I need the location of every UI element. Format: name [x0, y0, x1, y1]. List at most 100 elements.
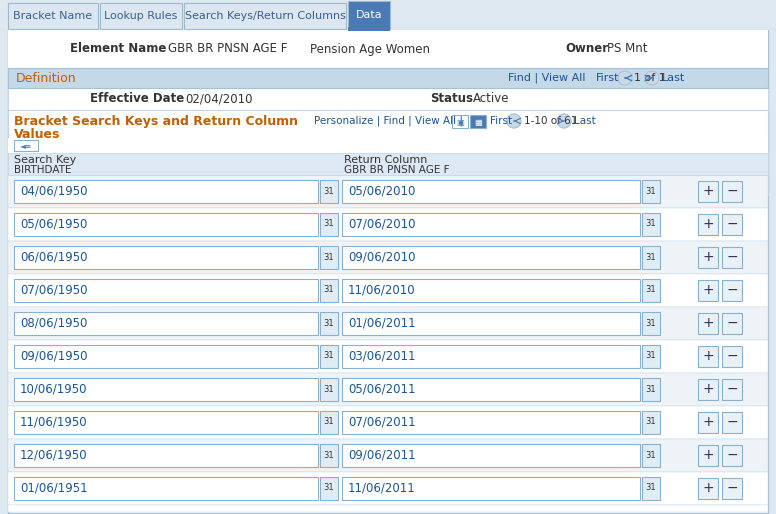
Bar [698, 478, 718, 499]
Bar [342, 180, 640, 203]
Text: Active: Active [473, 93, 510, 105]
Bar [698, 313, 718, 334]
Text: 31: 31 [646, 352, 656, 360]
Bar [8, 472, 768, 505]
Text: −: − [726, 481, 738, 495]
Bar [642, 444, 660, 467]
Text: BIRTHDATE: BIRTHDATE [14, 165, 71, 175]
Bar [14, 477, 318, 500]
Bar [8, 88, 768, 110]
Text: 31: 31 [324, 352, 334, 360]
Text: 07/06/1950: 07/06/1950 [20, 284, 88, 297]
Bar [348, 1, 390, 29]
Bar [342, 378, 640, 401]
Text: Bracket Search Keys and Return Column: Bracket Search Keys and Return Column [14, 115, 298, 127]
Bar [348, 27, 390, 31]
Bar [722, 445, 742, 466]
Bar [14, 444, 318, 467]
Bar [320, 213, 338, 236]
Text: +: + [702, 316, 714, 330]
Bar [722, 346, 742, 367]
Text: 31: 31 [646, 450, 656, 460]
Text: 31: 31 [646, 252, 656, 262]
Bar [320, 378, 338, 401]
Text: 08/06/1950: 08/06/1950 [20, 317, 88, 329]
Bar [8, 110, 768, 195]
Bar [698, 181, 718, 202]
Circle shape [645, 71, 659, 85]
Text: 31: 31 [646, 219, 656, 229]
Text: Status: Status [430, 93, 473, 105]
Text: 09/06/1950: 09/06/1950 [20, 350, 88, 362]
Bar [452, 115, 468, 128]
Bar [320, 444, 338, 467]
Bar [722, 379, 742, 400]
Bar [722, 478, 742, 499]
Text: Definition: Definition [16, 71, 77, 84]
Text: 09/06/2011: 09/06/2011 [348, 449, 416, 462]
Text: Search Key: Search Key [14, 155, 76, 165]
Text: Owner: Owner [565, 43, 608, 56]
Bar [8, 505, 768, 512]
Text: 31: 31 [646, 484, 656, 492]
Bar [8, 406, 768, 439]
Bar [8, 274, 768, 307]
Text: 10/06/1950: 10/06/1950 [20, 382, 88, 395]
Bar [14, 213, 318, 236]
Text: Bracket Name: Bracket Name [13, 11, 92, 21]
Bar [342, 279, 640, 302]
Text: 31: 31 [324, 252, 334, 262]
Text: 31: 31 [646, 285, 656, 295]
Text: 1-10 of 61: 1-10 of 61 [524, 116, 577, 126]
Bar [8, 68, 768, 88]
Text: −: − [726, 349, 738, 363]
Bar [342, 477, 640, 500]
Bar [698, 412, 718, 433]
Text: 07/06/2010: 07/06/2010 [348, 217, 415, 230]
Bar [342, 312, 640, 335]
Bar [642, 180, 660, 203]
Bar [642, 279, 660, 302]
Text: −: − [726, 316, 738, 330]
Bar [320, 246, 338, 269]
Bar [342, 213, 640, 236]
Bar [698, 379, 718, 400]
Bar [14, 312, 318, 335]
Text: 05/06/2011: 05/06/2011 [348, 382, 415, 395]
Text: 31: 31 [646, 384, 656, 394]
Text: 31: 31 [324, 285, 334, 295]
Bar [722, 181, 742, 202]
Bar [8, 138, 768, 153]
Text: 09/06/2010: 09/06/2010 [348, 250, 415, 264]
Text: +: + [702, 217, 714, 231]
Text: ▣: ▣ [456, 118, 464, 126]
Text: +: + [702, 184, 714, 198]
Text: First: First [490, 116, 512, 126]
Text: GBR BR PNSN AGE F: GBR BR PNSN AGE F [344, 165, 449, 175]
Bar [8, 30, 768, 68]
Text: −: − [726, 415, 738, 429]
Text: 04/06/1950: 04/06/1950 [20, 185, 88, 197]
Text: Last: Last [662, 73, 685, 83]
Text: Personalize | Find | View All |: Personalize | Find | View All | [314, 116, 463, 126]
Circle shape [507, 114, 521, 128]
Text: 31: 31 [646, 417, 656, 427]
Text: +: + [702, 382, 714, 396]
Bar [320, 411, 338, 434]
Bar [14, 180, 318, 203]
Text: Last: Last [574, 116, 596, 126]
Text: 31: 31 [324, 319, 334, 327]
Text: 1 of 1: 1 of 1 [634, 73, 666, 83]
Bar [642, 246, 660, 269]
Bar [8, 175, 768, 208]
Bar [642, 411, 660, 434]
Bar [722, 412, 742, 433]
Bar [8, 153, 768, 175]
Text: −: − [726, 382, 738, 396]
Text: 11/06/2010: 11/06/2010 [348, 284, 416, 297]
Text: 31: 31 [324, 450, 334, 460]
Bar [8, 373, 768, 406]
Text: 11/06/1950: 11/06/1950 [20, 415, 88, 429]
Bar [698, 280, 718, 301]
Text: GBR BR PNSN AGE F: GBR BR PNSN AGE F [168, 43, 287, 56]
